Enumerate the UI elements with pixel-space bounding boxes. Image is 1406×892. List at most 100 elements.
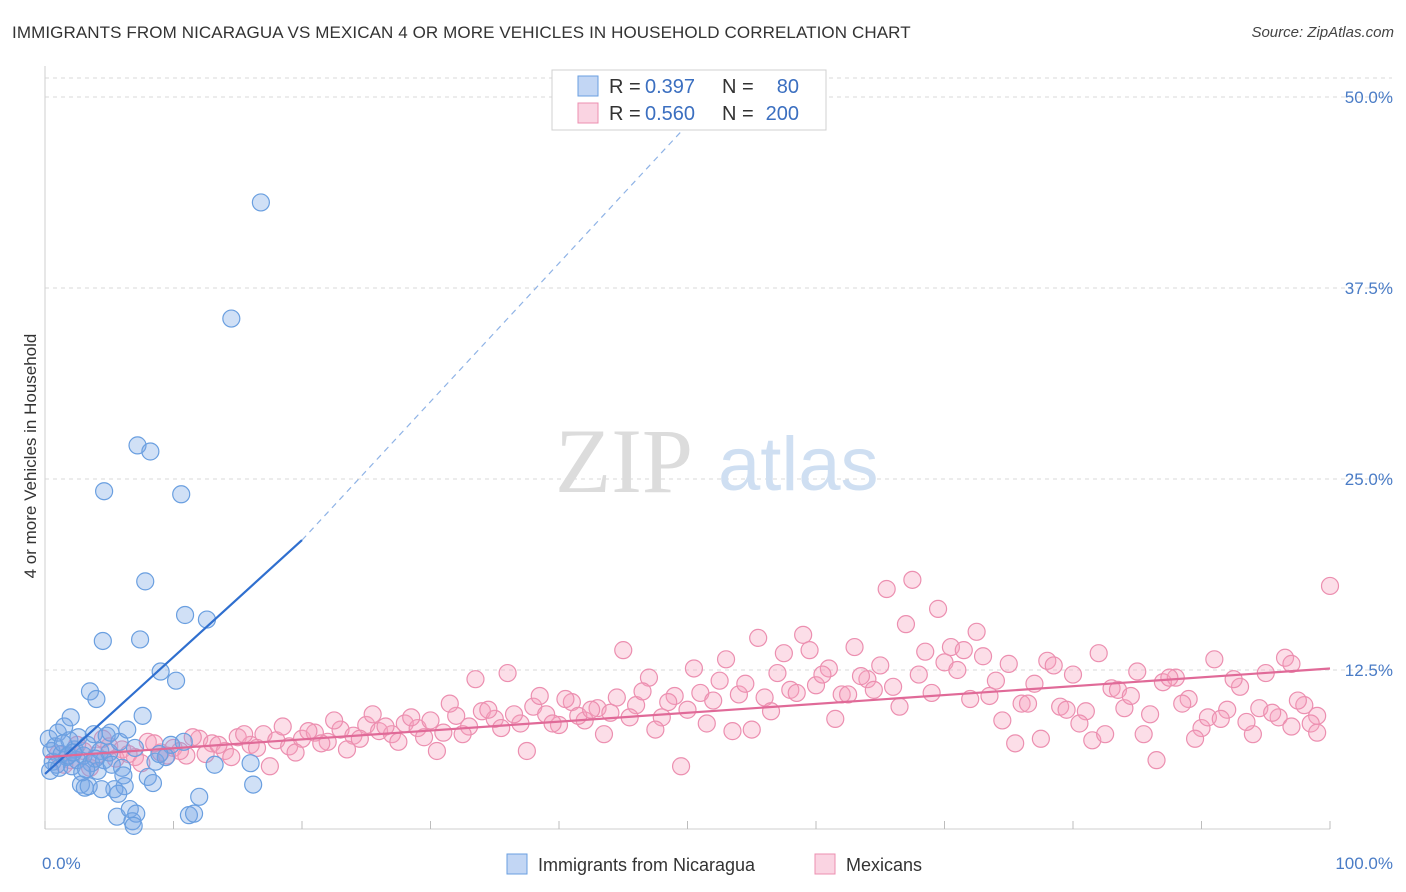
mexicans-point bbox=[1044, 656, 1063, 675]
mexicans-point bbox=[871, 656, 890, 675]
mexicans-point bbox=[1063, 665, 1083, 684]
nicaragua-point bbox=[80, 682, 100, 701]
mexicans-point bbox=[607, 688, 626, 707]
mexicans-point bbox=[948, 660, 967, 680]
mexicans-point bbox=[1134, 725, 1153, 744]
mexicans-point bbox=[376, 717, 395, 736]
mexicans-point bbox=[1070, 714, 1089, 733]
legend-n-label-1: N = bbox=[722, 76, 754, 98]
mexicans-point bbox=[993, 711, 1012, 730]
mexicans-point bbox=[594, 725, 614, 744]
nicaragua-point bbox=[112, 758, 132, 777]
nicaragua-point bbox=[93, 631, 112, 651]
mexicans-point bbox=[1192, 718, 1211, 738]
source-label: Source: ZipAtlas.com bbox=[1251, 24, 1394, 41]
mexicans-point bbox=[986, 671, 1006, 690]
correlation-legend: R = 0.397 N = 80 R = 0.560 N = 200 bbox=[551, 69, 827, 131]
mexicans-point bbox=[1185, 729, 1205, 748]
mexicans-point bbox=[479, 700, 498, 719]
mexicans-point bbox=[582, 700, 601, 719]
nicaragua-point bbox=[102, 755, 121, 774]
legend-r-label-1: R = bbox=[609, 76, 641, 98]
mexicans-point bbox=[1096, 725, 1115, 744]
mexicans-point bbox=[1224, 670, 1243, 689]
mexicans-point bbox=[806, 676, 826, 695]
watermark-zip: ZIP bbox=[555, 410, 693, 512]
mexicans-point bbox=[794, 625, 813, 644]
mexicans-point bbox=[273, 717, 292, 736]
nicaragua-points bbox=[39, 193, 270, 835]
y-tick-label-1: 25.0% bbox=[1345, 470, 1393, 489]
mexicans-point bbox=[909, 665, 928, 684]
mexicans-point bbox=[749, 628, 768, 648]
mexicans-point bbox=[787, 683, 806, 703]
mexicans-point bbox=[845, 637, 864, 657]
mexicans-point bbox=[421, 711, 440, 730]
mexicans-point bbox=[723, 722, 742, 741]
nicaragua-point bbox=[92, 780, 111, 799]
mexicans-point bbox=[1282, 654, 1301, 673]
mexicans-point bbox=[883, 677, 903, 696]
y-axis-label: 4 or more Vehicles in Household bbox=[21, 334, 40, 579]
mexicans-point bbox=[980, 686, 999, 706]
nicaragua-point bbox=[77, 760, 96, 779]
mexicans-point bbox=[671, 757, 691, 776]
mexicans-point bbox=[999, 654, 1018, 673]
nicaragua-point bbox=[172, 485, 191, 504]
nicaragua-point bbox=[125, 738, 145, 758]
mexicans-point bbox=[851, 667, 871, 686]
mexicans-point bbox=[633, 682, 652, 701]
mexicans-point bbox=[235, 725, 254, 744]
mexicans-point bbox=[813, 665, 832, 684]
mexicans-point bbox=[961, 689, 980, 709]
axes bbox=[44, 66, 1331, 830]
mexicans-point bbox=[530, 686, 549, 706]
nicaragua-point bbox=[118, 720, 137, 739]
legend-n-value-2: 200 bbox=[766, 103, 799, 125]
nicaragua-point bbox=[205, 755, 224, 774]
nicaragua-point bbox=[184, 804, 204, 823]
legend-swatch-mexicans bbox=[577, 102, 599, 124]
nicaragua-point bbox=[64, 743, 83, 762]
nicaragua-point bbox=[101, 723, 120, 742]
legend-r-value-1: 0.397 bbox=[645, 76, 695, 98]
legend-r-label-2: R = bbox=[609, 103, 641, 125]
mexicans-point bbox=[1128, 662, 1147, 681]
mexicans-point bbox=[826, 709, 845, 728]
mexicans-point bbox=[646, 720, 665, 739]
nicaragua-point bbox=[175, 605, 195, 625]
nicaragua-point bbox=[124, 816, 143, 835]
mexicans-point bbox=[466, 670, 485, 689]
mexicans-point bbox=[389, 732, 408, 751]
mexicans-point bbox=[973, 647, 993, 666]
mexicans-point bbox=[325, 711, 344, 730]
y-tick-label-3: 50.0% bbox=[1345, 88, 1393, 107]
nicaragua-point bbox=[133, 706, 152, 725]
mexicans-point bbox=[485, 709, 504, 728]
mexicans-point bbox=[954, 641, 973, 660]
mexicans-point bbox=[1218, 700, 1237, 719]
nicaragua-point bbox=[241, 754, 260, 773]
mexicans-point bbox=[260, 757, 279, 776]
mexicans-point bbox=[434, 723, 453, 742]
nicaragua-point bbox=[141, 442, 160, 461]
mexicans-point bbox=[736, 674, 755, 693]
mexicans-point bbox=[1230, 677, 1250, 696]
mexicans-point bbox=[1121, 686, 1140, 706]
mexicans-point bbox=[916, 642, 935, 661]
mexicans-point bbox=[864, 680, 883, 699]
nicaragua-point bbox=[190, 787, 209, 806]
mexicans-point bbox=[1320, 576, 1340, 596]
mexicans-point bbox=[1237, 712, 1256, 732]
bottom-legend-nicaragua: Immigrants from Nicaragua bbox=[538, 855, 756, 875]
mexicans-point bbox=[1288, 691, 1307, 710]
mexicans-point bbox=[839, 685, 858, 704]
mexicans-point bbox=[504, 705, 524, 724]
mexicans-point bbox=[800, 641, 819, 660]
nicaragua-point bbox=[130, 630, 150, 649]
nicaragua-trend-line bbox=[44, 539, 303, 775]
mexicans-point bbox=[1160, 668, 1179, 687]
mexicans-point bbox=[1031, 729, 1050, 748]
mexicans-point bbox=[614, 641, 633, 660]
